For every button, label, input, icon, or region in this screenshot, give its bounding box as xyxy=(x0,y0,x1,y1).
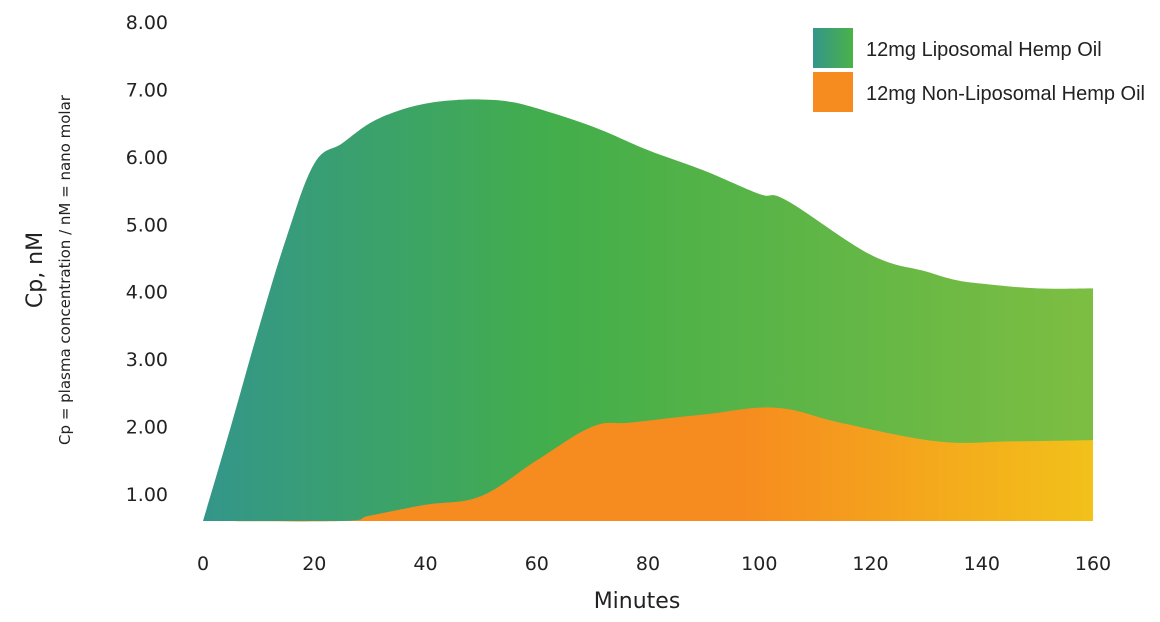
y-axis-ticks: 1.00 2.00 3.00 4.00 5.00 6.00 7.00 8.00 xyxy=(126,12,168,506)
y-tick-label: 6.00 xyxy=(126,147,168,169)
x-tick-label: 0 xyxy=(197,553,209,575)
legend-label-liposomal: 12mg Liposomal Hemp Oil xyxy=(866,39,1102,61)
y-tick-label: 3.00 xyxy=(126,349,168,371)
legend: 12mg Liposomal Hemp Oil 12mg Non-Liposom… xyxy=(813,28,1145,112)
y-tick-label: 8.00 xyxy=(126,12,168,34)
x-tick-label: 80 xyxy=(636,553,660,575)
y-tick-label: 2.00 xyxy=(126,417,168,439)
legend-swatch-non-liposomal xyxy=(813,72,853,112)
y-tick-label: 5.00 xyxy=(126,214,168,236)
legend-label-non-liposomal: 12mg Non-Liposomal Hemp Oil xyxy=(866,83,1145,105)
x-tick-label: 20 xyxy=(302,553,326,575)
y-axis-subtitle: Cp = plasma concentration / nM = nano mo… xyxy=(56,94,74,445)
series-area-liposomal xyxy=(203,99,1093,521)
x-axis-ticks: 0 20 40 60 80 100 120 140 160 xyxy=(197,553,1111,575)
x-axis-title: Minutes xyxy=(594,589,681,614)
series-area-non-liposomal xyxy=(203,407,1093,522)
y-tick-label: 1.00 xyxy=(126,484,168,506)
x-tick-label: 120 xyxy=(852,553,888,575)
y-tick-label: 7.00 xyxy=(126,79,168,101)
plot-area xyxy=(203,99,1093,522)
x-tick-label: 60 xyxy=(525,553,549,575)
y-tick-label: 4.00 xyxy=(126,282,168,304)
x-tick-label: 100 xyxy=(741,553,777,575)
legend-swatch-liposomal xyxy=(813,28,853,68)
y-axis-title: Cp, nM xyxy=(23,232,48,308)
x-tick-label: 160 xyxy=(1075,553,1111,575)
x-tick-label: 140 xyxy=(964,553,1000,575)
x-tick-label: 40 xyxy=(413,553,437,575)
